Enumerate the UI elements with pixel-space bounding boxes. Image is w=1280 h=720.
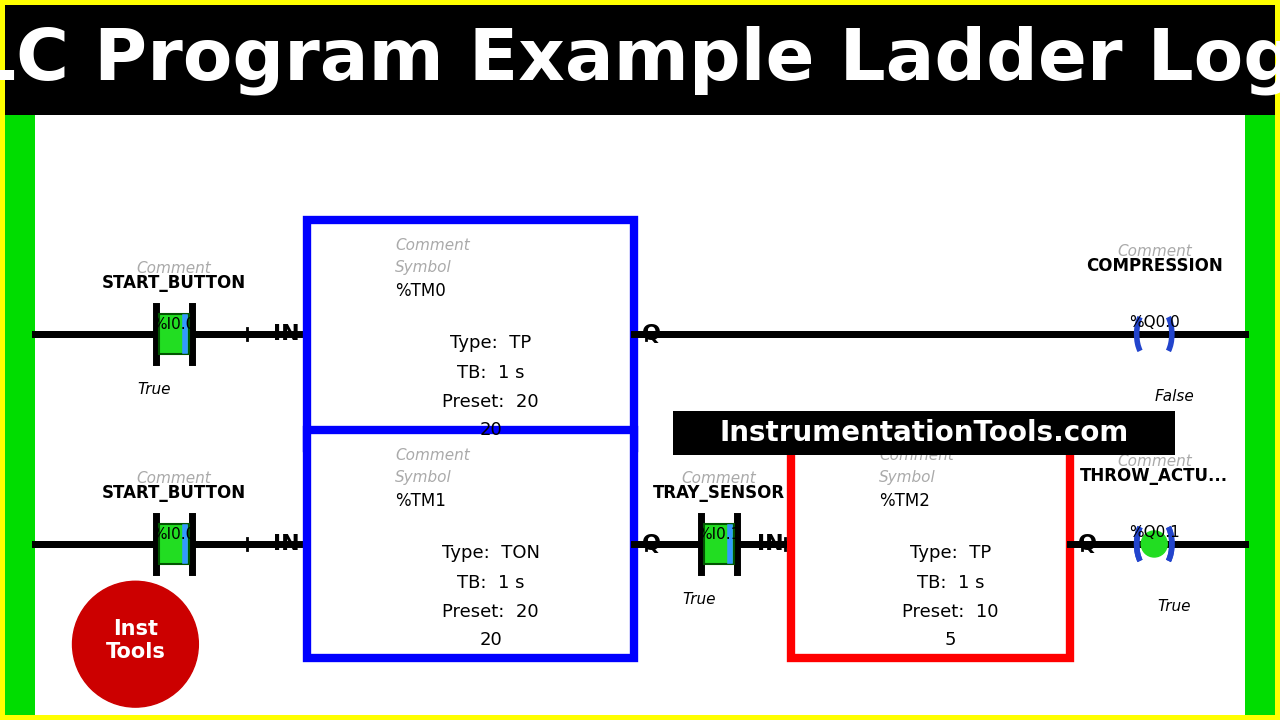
Text: Comment: Comment [396,238,470,253]
Text: Comment: Comment [879,448,954,463]
Text: Symbol: Symbol [396,470,452,485]
Text: InstrumentationTools.com: InstrumentationTools.com [719,419,1129,447]
Text: Q: Q [643,534,660,554]
Text: Inst
Tools: Inst Tools [105,618,165,662]
Text: IN: IN [273,534,300,554]
Text: Type:  TP: Type: TP [451,334,531,352]
Text: %TM2: %TM2 [879,492,931,510]
Text: Q: Q [643,324,660,344]
Text: %TM0: %TM0 [396,282,445,300]
Text: 5: 5 [945,631,956,649]
Text: Preset:  20: Preset: 20 [443,603,539,621]
Text: Preset:  10: Preset: 10 [902,603,998,621]
Text: COMPRESSION: COMPRESSION [1085,257,1222,275]
Bar [307,430,634,658]
Text: Comment: Comment [681,471,756,486]
Bar [791,430,1070,658]
Text: Type:  TP: Type: TP [910,544,991,562]
FancyBboxPatch shape [159,524,189,564]
Text: TRAY_SENSOR: TRAY_SENSOR [653,484,785,502]
Text: Q: Q [1078,534,1097,554]
Text: Type:  TON: Type: TON [442,544,540,562]
Text: %I0.0: %I0.0 [152,527,196,542]
Text: %Q0.1: %Q0.1 [1129,525,1180,540]
Text: THROW_ACTU...: THROW_ACTU... [1080,467,1229,485]
Bar [5,5,1275,115]
Text: False: False [1155,389,1194,404]
Text: Comment: Comment [1117,244,1192,259]
Bar [5,115,35,715]
Bar [35,115,1245,715]
Bar [1245,115,1275,715]
Text: Preset:  20: Preset: 20 [443,393,539,411]
Text: %TM1: %TM1 [396,492,447,510]
Text: Symbol: Symbol [396,260,452,275]
Text: START_BUTTON: START_BUTTON [102,484,246,502]
Text: True: True [137,592,172,607]
Text: 20: 20 [479,631,502,649]
Circle shape [73,581,198,707]
Text: Comment: Comment [1117,454,1192,469]
Text: True: True [137,382,172,397]
Text: Symbol: Symbol [879,470,936,485]
Text: IN: IN [273,324,300,344]
Text: IN: IN [756,534,783,554]
Text: Comment: Comment [137,261,211,276]
Circle shape [1142,531,1167,557]
FancyBboxPatch shape [704,524,733,564]
FancyBboxPatch shape [159,314,189,354]
Text: True: True [682,592,716,607]
Text: TB:  1 s: TB: 1 s [457,574,525,592]
Text: %Q0.0: %Q0.0 [1129,315,1180,330]
Text: Comment: Comment [137,471,211,486]
Text: %I0.1: %I0.1 [698,527,740,542]
Bar [307,220,634,448]
Text: 20: 20 [479,420,502,438]
Bar [673,411,1175,454]
Text: True: True [1157,599,1190,614]
Text: %I0.0: %I0.0 [152,317,196,332]
Text: TB:  1 s: TB: 1 s [457,364,525,382]
Text: TB:  1 s: TB: 1 s [916,574,984,592]
Text: Comment: Comment [396,448,470,463]
Text: START_BUTTON: START_BUTTON [102,274,246,292]
Text: PLC Program Example Ladder Logic: PLC Program Example Ladder Logic [0,25,1280,95]
